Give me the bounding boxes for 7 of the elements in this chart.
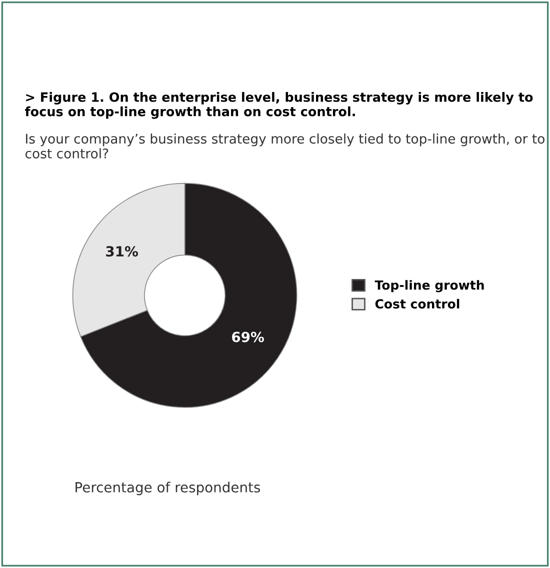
legend-label: Top-line growth bbox=[374, 280, 484, 292]
data-label: 31% bbox=[106, 246, 138, 257]
legend-label: Cost control bbox=[375, 298, 460, 309]
text: Percentage of respondents bbox=[76, 482, 260, 496]
chart-title: > Figure 1. On the enterprise level, business strategy is more likely to focus on top-line growth than on cost control. bbox=[24, 92, 533, 119]
chart-subtitle: Is your company’s business strategy more closely tied to top-line growth, or to cost control? bbox=[25, 133, 544, 158]
data-label: 69% bbox=[232, 332, 264, 342]
